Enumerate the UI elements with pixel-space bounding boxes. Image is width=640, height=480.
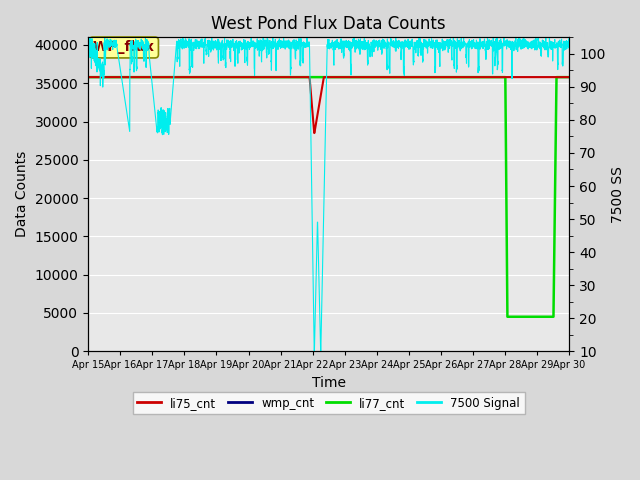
Y-axis label: Data Counts: Data Counts: [15, 151, 29, 238]
Text: WP_flux: WP_flux: [93, 40, 155, 54]
Y-axis label: 7500 SS: 7500 SS: [611, 166, 625, 223]
X-axis label: Time: Time: [312, 376, 346, 390]
Legend: li75_cnt, wmp_cnt, li77_cnt, 7500 Signal: li75_cnt, wmp_cnt, li77_cnt, 7500 Signal: [132, 392, 525, 414]
Title: West Pond Flux Data Counts: West Pond Flux Data Counts: [211, 15, 446, 33]
